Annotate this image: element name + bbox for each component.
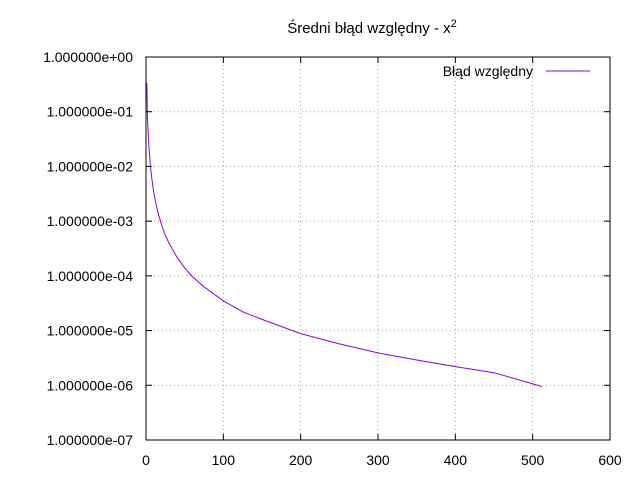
legend-label: Błąd względny — [443, 63, 533, 79]
y-tick-labels: 1.000000e+00 1.000000e-01 1.000000e-02 1.00… — [43, 49, 133, 448]
y-tick-label: 1.000000e-03 — [47, 213, 134, 229]
legend: Błąd względny — [443, 63, 590, 79]
y-tick-label: 1.000000e-05 — [47, 323, 134, 339]
ticks — [145, 56, 611, 441]
x-tick-label: 500 — [521, 452, 545, 468]
chart-title-text: Średni błąd względny - x — [287, 19, 451, 37]
y-tick-label: 1.000000e-02 — [47, 158, 134, 174]
y-tick-label: 1.000000e+00 — [43, 49, 133, 65]
series-line — [146, 83, 543, 387]
chart-title: Średni błąd względny - x2 — [287, 18, 457, 37]
plot-frame — [145, 56, 611, 441]
y-tick-label: 1.000000e-04 — [47, 268, 134, 284]
series-layer — [146, 83, 543, 387]
x-tick-label: 600 — [598, 452, 622, 468]
x-tick-label: 400 — [444, 452, 468, 468]
x-tick-labels: 0 100 200 300 400 500 600 — [142, 452, 622, 468]
grid — [146, 57, 610, 440]
x-tick-label: 300 — [366, 452, 390, 468]
y-tick-label: 1.000000e-06 — [47, 377, 134, 393]
y-tick-label: 1.000000e-01 — [47, 104, 134, 120]
x-tick-label: 100 — [212, 452, 236, 468]
x-tick-label: 200 — [289, 452, 313, 468]
y-tick-label: 1.000000e-07 — [47, 432, 134, 448]
chart-title-superscript: 2 — [451, 18, 457, 30]
x-tick-label: 0 — [142, 452, 150, 468]
